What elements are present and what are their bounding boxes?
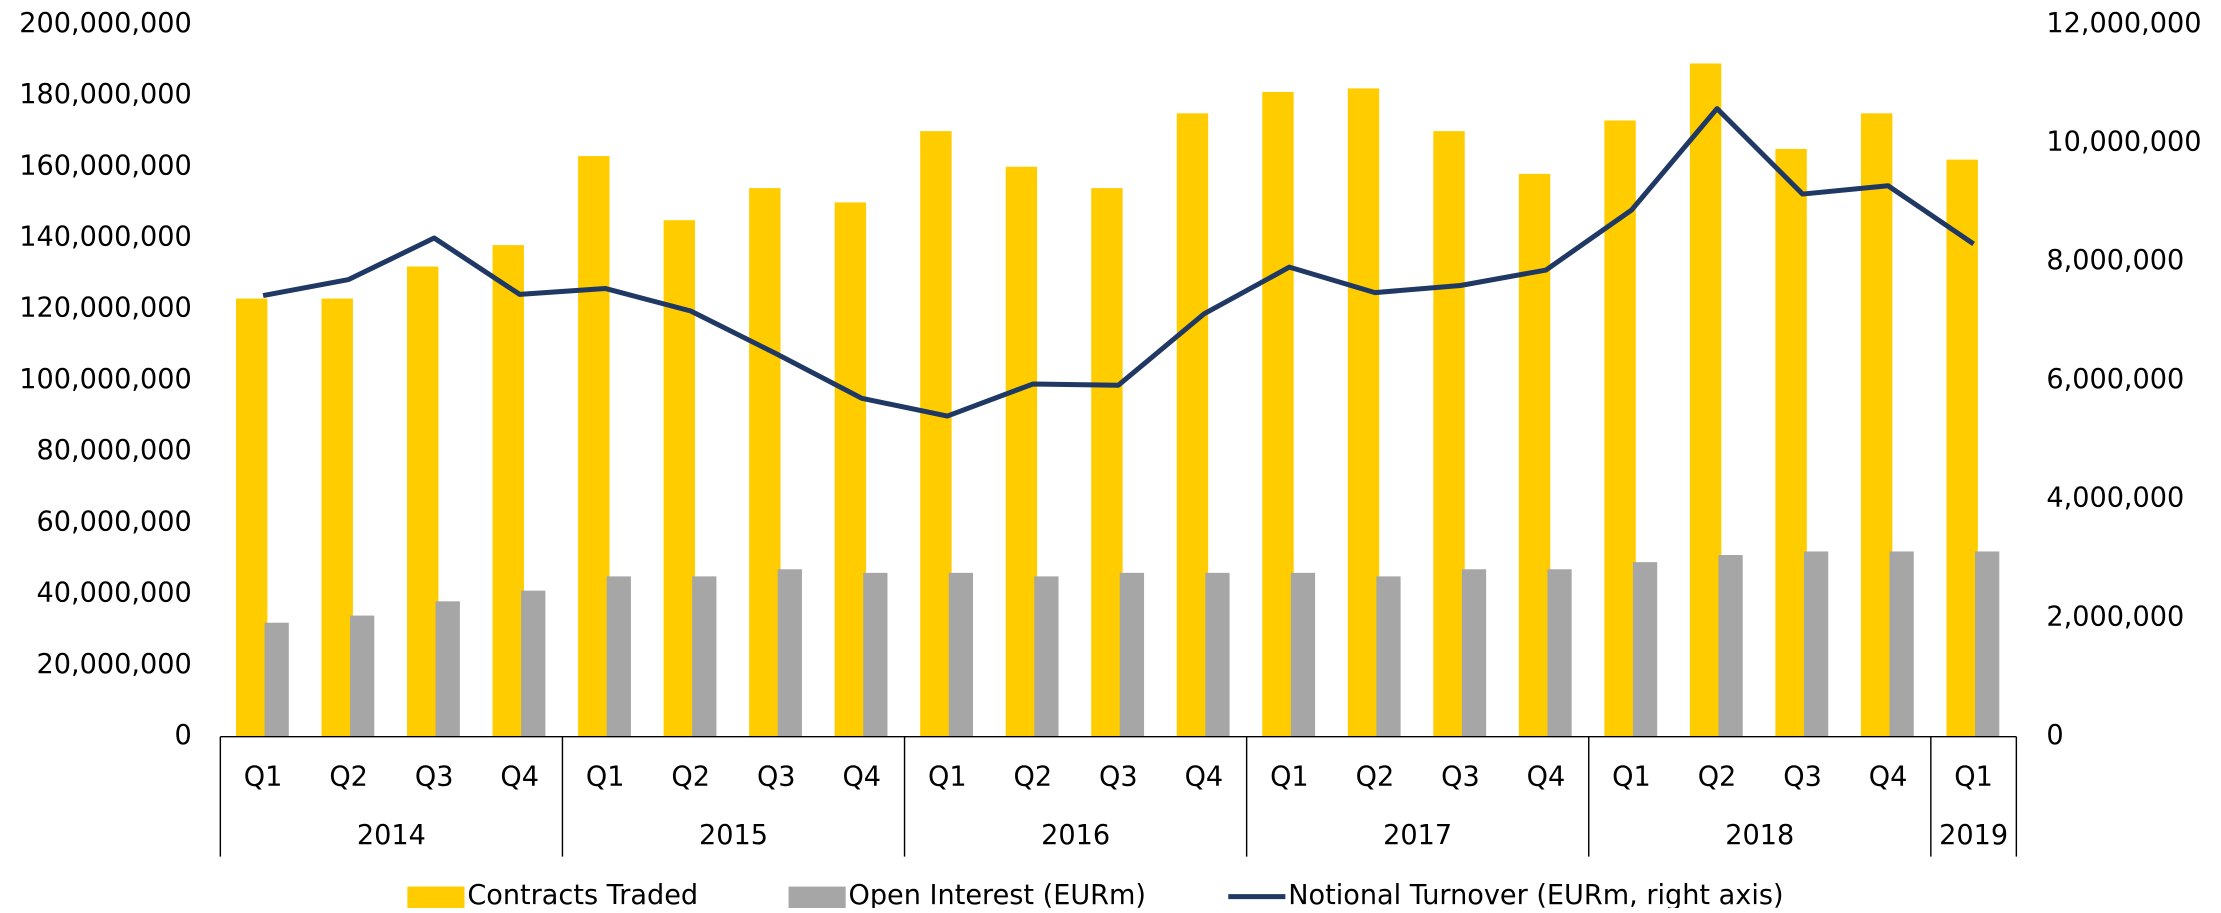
x-tick-label: Q1 — [928, 762, 967, 793]
bar — [1119, 572, 1145, 737]
x-tick-label: Q4 — [1869, 762, 1908, 793]
y-tick-label: 60,000,000 — [37, 506, 192, 537]
bar — [948, 572, 974, 737]
x-tick-label: Q1 — [1954, 762, 1993, 793]
bar — [1290, 572, 1316, 737]
x-tick-label: Q2 — [329, 762, 368, 793]
bar — [1091, 188, 1123, 737]
line — [262, 106, 1976, 419]
y-tick-label: 120,000,000 — [19, 293, 191, 324]
bar — [1518, 173, 1551, 737]
bar — [578, 156, 610, 737]
x-tick-label: Q2 — [1356, 762, 1395, 793]
x-tick-label: Q3 — [1783, 762, 1822, 793]
bar — [1376, 576, 1401, 737]
bar — [692, 576, 717, 737]
x-tick-label: Q2 — [671, 762, 710, 793]
legend-label: Open Interest (EURm) — [849, 880, 1146, 908]
y-tick-label: 100,000,000 — [19, 364, 191, 395]
bar — [1005, 166, 1038, 737]
bar — [321, 298, 353, 737]
group-label: 2014 — [357, 820, 426, 851]
y-tick-label: 200,000,000 — [19, 8, 191, 39]
bar — [492, 245, 524, 737]
y-tick-label: 80,000,000 — [37, 435, 192, 466]
y-tick-label: 160,000,000 — [19, 150, 191, 181]
y-tick-label: 140,000,000 — [19, 221, 191, 252]
group-label: 2017 — [1383, 820, 1452, 851]
y-tick-label: 180,000,000 — [19, 79, 191, 110]
bar — [1547, 569, 1572, 737]
group-label: 2018 — [1725, 820, 1794, 851]
legend-label: Notional Turnover (EURm, right axis) — [1288, 880, 1783, 908]
y2-tick-label: 0 — [2046, 720, 2063, 751]
y-tick-label: 0 — [175, 720, 192, 751]
bar — [749, 188, 781, 737]
y2-tick-label: 8,000,000 — [2046, 245, 2184, 276]
x-tick-label: Q3 — [757, 762, 796, 793]
bar — [1889, 551, 1914, 737]
bar — [1461, 569, 1487, 737]
bar — [1689, 63, 1722, 737]
bar — [1946, 159, 1978, 737]
x-tick-label: Q2 — [1698, 762, 1737, 793]
x-tick-label: Q3 — [1099, 762, 1138, 793]
x-tick-label: Q1 — [244, 762, 283, 793]
x-tick-label: Q4 — [1527, 762, 1566, 793]
bar — [834, 202, 867, 737]
group-label: 2016 — [1041, 820, 1110, 851]
bar — [1205, 572, 1230, 737]
x-tick-label: Q3 — [1441, 762, 1480, 793]
y-tick-label: 40,000,000 — [37, 578, 192, 609]
bar — [264, 622, 289, 737]
bar — [1262, 91, 1294, 737]
bar — [350, 615, 375, 737]
bar — [1718, 555, 1743, 737]
x-tick-label: Q4 — [842, 762, 881, 793]
bar — [1347, 88, 1380, 737]
bar — [235, 298, 268, 737]
y2-tick-label: 2,000,000 — [2046, 601, 2184, 632]
y2-tick-label: 4,000,000 — [2046, 483, 2184, 514]
x-tick-label: Q2 — [1014, 762, 1053, 793]
group-label: 2015 — [699, 820, 768, 851]
bar — [521, 590, 546, 737]
bar — [777, 569, 802, 737]
bar — [1975, 551, 2000, 737]
bar — [606, 576, 631, 737]
y2-tick-label: 6,000,000 — [2046, 364, 2184, 395]
legend-swatch — [407, 886, 465, 908]
legend-label: Contracts Traded — [467, 880, 698, 908]
x-tick-label: Q4 — [1185, 762, 1224, 793]
x-tick-label: Q1 — [1270, 762, 1309, 793]
bar — [863, 572, 888, 737]
group-label: 2019 — [1939, 820, 2008, 851]
y2-tick-label: 12,000,000 — [2046, 8, 2201, 39]
x-tick-label: Q1 — [1612, 762, 1651, 793]
bar — [1433, 131, 1465, 737]
x-tick-label: Q4 — [500, 762, 539, 793]
bar — [407, 266, 439, 737]
bar — [1803, 551, 1829, 737]
bar — [1176, 113, 1209, 737]
legend-swatch — [788, 886, 846, 908]
bar — [1034, 576, 1059, 737]
x-tick-label: Q1 — [586, 762, 625, 793]
bar — [1632, 562, 1658, 737]
bar — [1860, 113, 1893, 737]
y2-tick-label: 10,000,000 — [2046, 127, 2201, 158]
bar — [435, 601, 460, 737]
bar — [663, 220, 696, 737]
bar — [1775, 148, 1807, 737]
bar — [920, 131, 952, 737]
x-tick-label: Q3 — [415, 762, 454, 793]
y-tick-label: 20,000,000 — [37, 649, 192, 680]
